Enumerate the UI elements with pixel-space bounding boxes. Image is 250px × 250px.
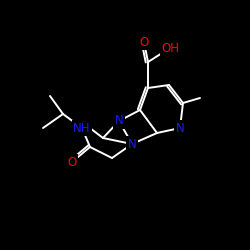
Text: O: O [140,36,148,49]
Text: N: N [176,122,184,134]
Text: N: N [114,114,124,128]
Text: O: O [68,156,76,168]
Text: N: N [128,138,136,150]
Text: OH: OH [161,42,179,54]
Text: NH: NH [73,122,91,134]
